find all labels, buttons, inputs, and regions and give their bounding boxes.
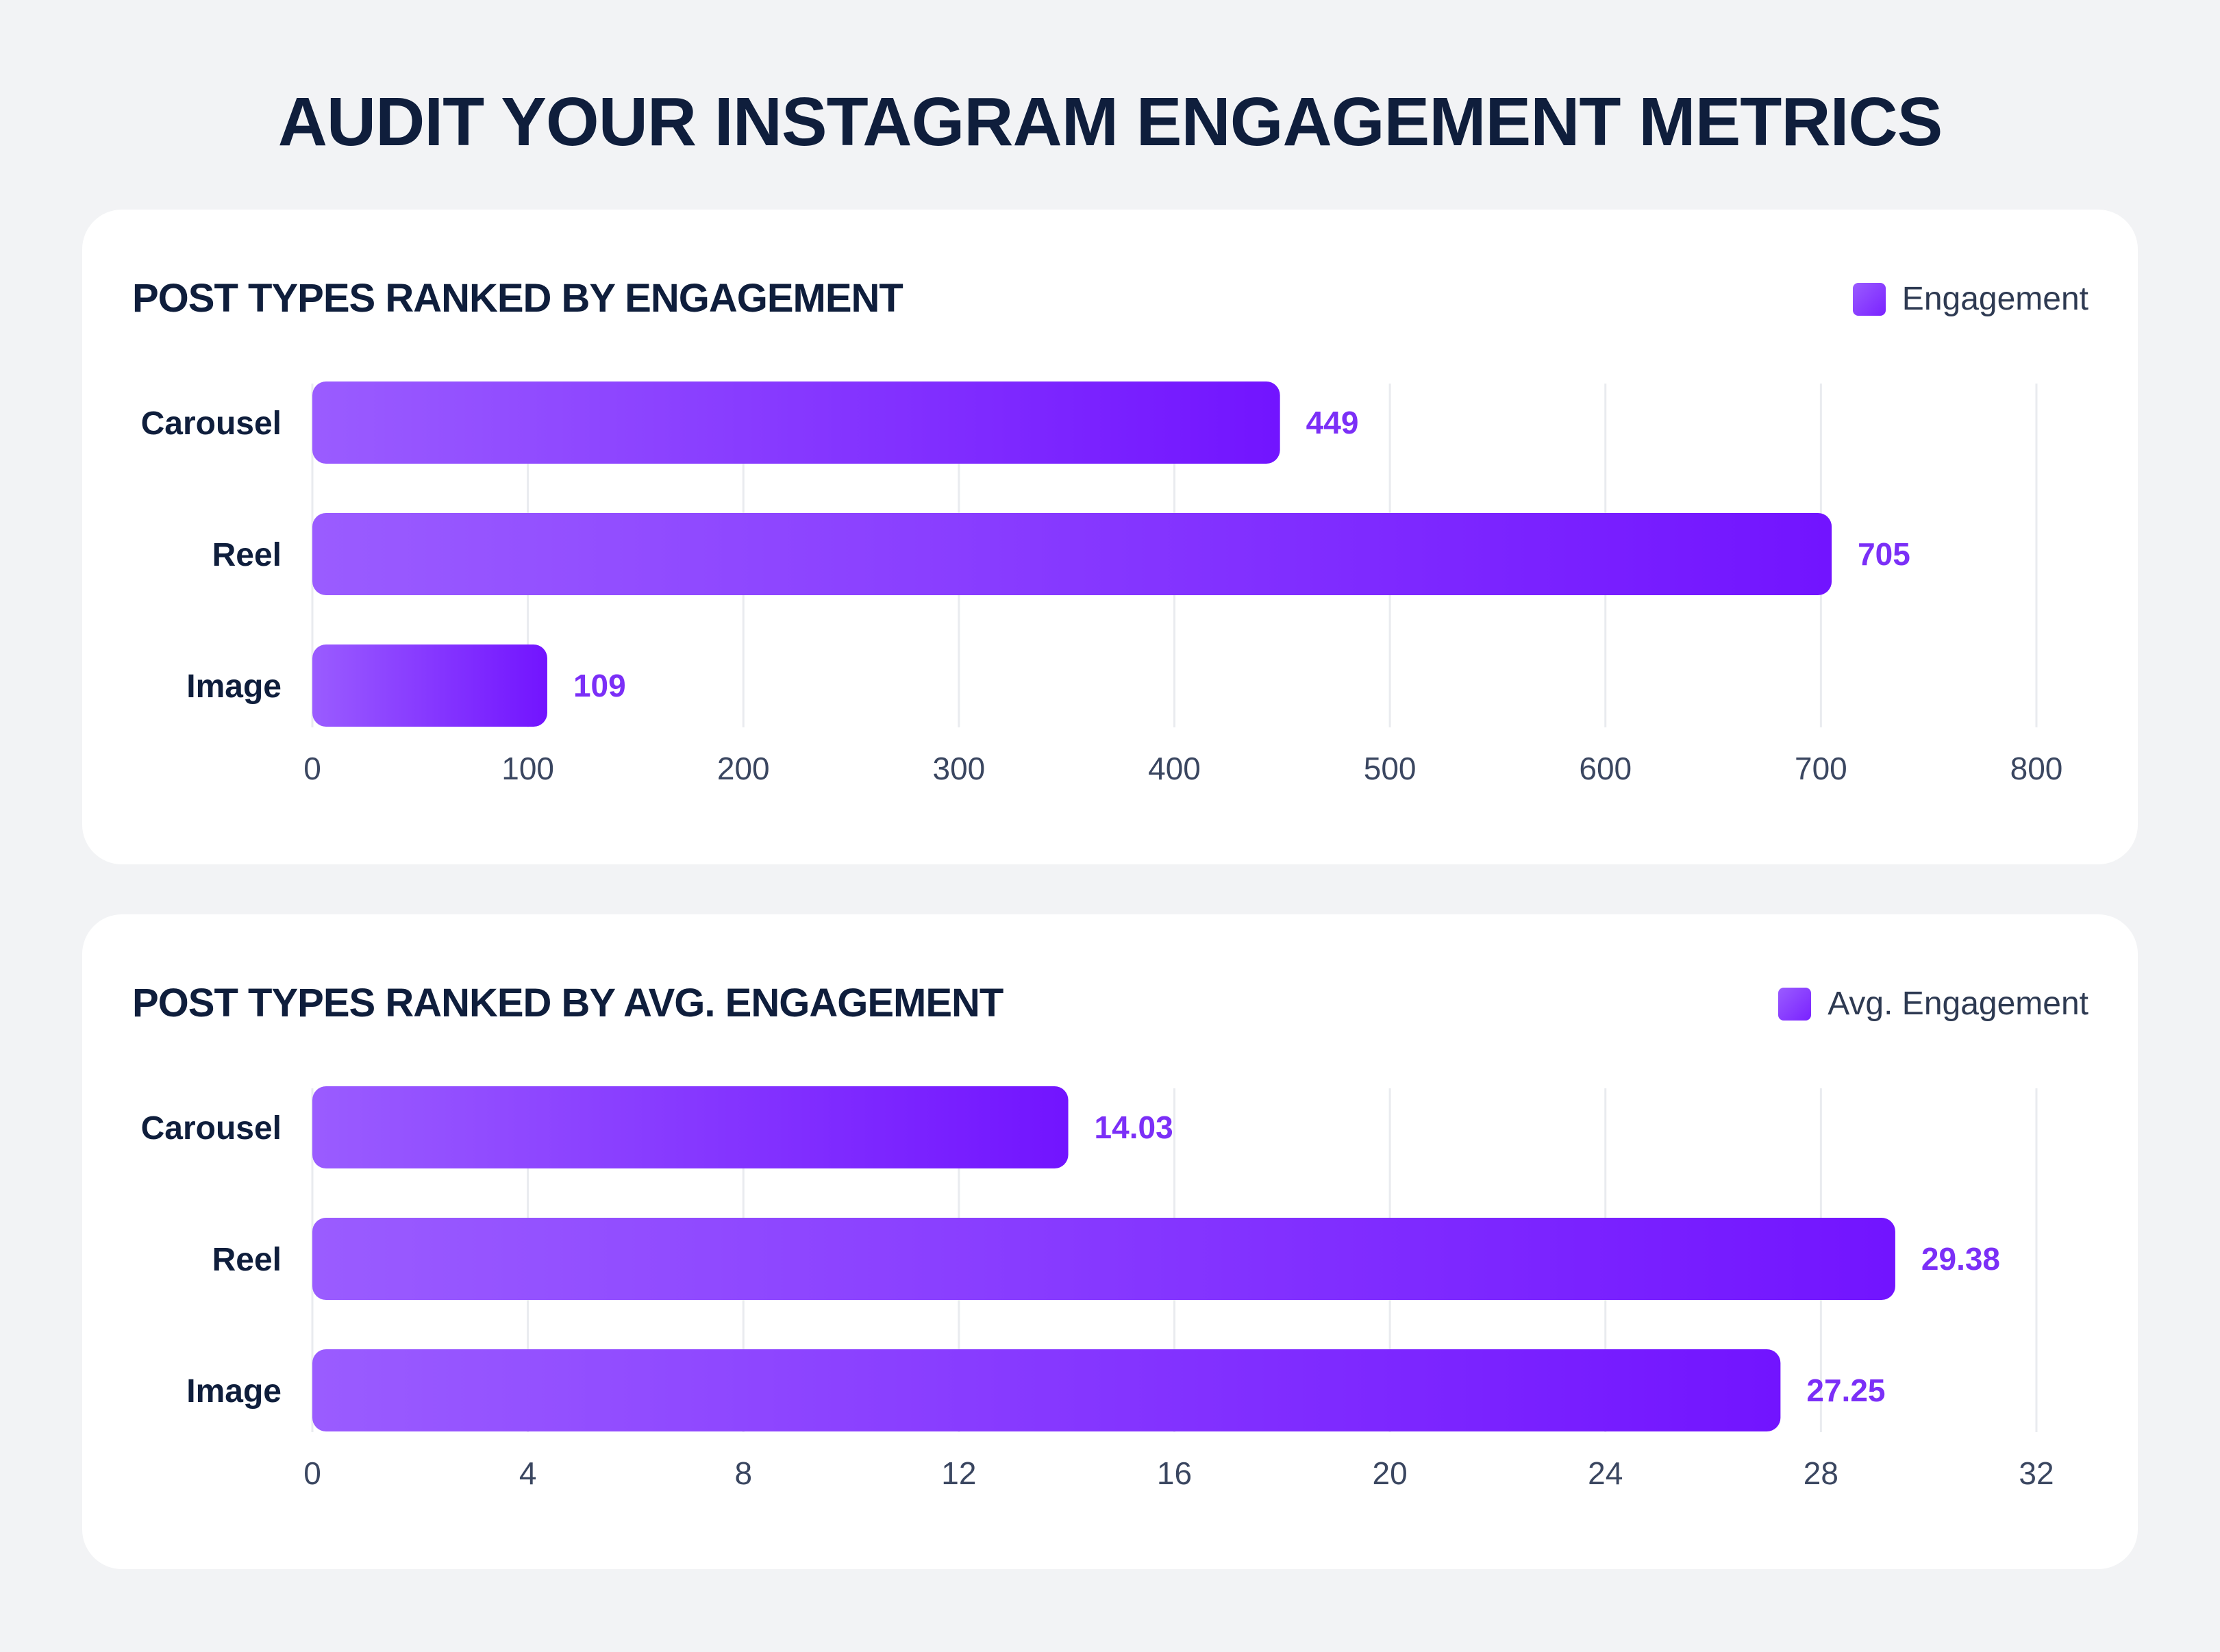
category-label: Image bbox=[186, 1373, 282, 1410]
x-tick-label: 24 bbox=[1588, 1455, 1623, 1491]
x-tick-label: 700 bbox=[1795, 751, 1847, 786]
x-tick-label: 12 bbox=[941, 1455, 976, 1491]
x-tick-label: 200 bbox=[717, 751, 770, 786]
value-label: 14.03 bbox=[1095, 1110, 1173, 1145]
x-tick-label: 20 bbox=[1373, 1455, 1408, 1491]
value-label: 29.38 bbox=[1921, 1241, 2000, 1277]
chart-title: POST TYPES RANKED BY ENGAGEMENT bbox=[132, 276, 903, 321]
x-tick-label: 32 bbox=[2019, 1455, 2054, 1491]
bar-carousel bbox=[312, 381, 1280, 464]
value-label: 705 bbox=[1858, 536, 1910, 572]
value-label: 109 bbox=[573, 668, 626, 703]
page-title: AUDIT YOUR INSTAGRAM ENGAGEMENT METRICS bbox=[277, 84, 1943, 160]
avg-engagement-bar-chart: 0 4 8 12 16 20 24 28 32 Carousel 14.03 Reel 29.38 Ima… bbox=[141, 1086, 2054, 1491]
x-tick-label: 16 bbox=[1157, 1455, 1192, 1491]
legend-swatch bbox=[1852, 283, 1886, 316]
category-label: Carousel bbox=[141, 1110, 282, 1147]
value-label: 27.25 bbox=[1806, 1373, 1885, 1408]
x-tick-label: 600 bbox=[1579, 751, 1632, 786]
x-tick-label: 0 bbox=[303, 1455, 321, 1491]
x-tick-label: 100 bbox=[501, 751, 554, 786]
engagement-chart-card: POST TYPES RANKED BY ENGAGEMENT Engageme… bbox=[82, 210, 2138, 864]
bar-reel bbox=[312, 1218, 1895, 1300]
bar-image bbox=[312, 644, 547, 727]
x-tick-label: 500 bbox=[1364, 751, 1417, 786]
x-tick-label: 8 bbox=[734, 1455, 752, 1491]
engagement-bar-chart: 0 100 200 300 400 500 600 700 800 Carousel 449 Reel… bbox=[141, 381, 2063, 786]
category-label: Reel bbox=[212, 537, 282, 573]
legend-label: Avg. Engagement bbox=[1828, 986, 2088, 1022]
bar-reel bbox=[312, 513, 1832, 595]
x-tick-label: 4 bbox=[519, 1455, 537, 1491]
x-tick-label: 800 bbox=[2010, 751, 2063, 786]
x-tick-label: 28 bbox=[1804, 1455, 1838, 1491]
category-label: Image bbox=[186, 668, 282, 705]
category-label: Reel bbox=[212, 1242, 282, 1278]
x-tick-label: 0 bbox=[303, 751, 321, 786]
chart-title: POST TYPES RANKED BY AVG. ENGAGEMENT bbox=[132, 981, 1003, 1025]
chart-legend: Avg. Engagement bbox=[1778, 980, 2088, 1028]
avg-engagement-chart-card: POST TYPES RANKED BY AVG. ENGAGEMENT Avg… bbox=[82, 914, 2138, 1569]
chart-legend: Engagement bbox=[1852, 275, 2088, 323]
bar-image bbox=[312, 1349, 1781, 1431]
legend-label: Engagement bbox=[1901, 281, 2088, 317]
bar-carousel bbox=[312, 1086, 1069, 1168]
x-tick-label: 300 bbox=[933, 751, 986, 786]
value-label: 449 bbox=[1306, 405, 1359, 440]
x-tick-label: 400 bbox=[1148, 751, 1201, 786]
legend-swatch bbox=[1778, 988, 1812, 1021]
category-label: Carousel bbox=[141, 405, 282, 442]
